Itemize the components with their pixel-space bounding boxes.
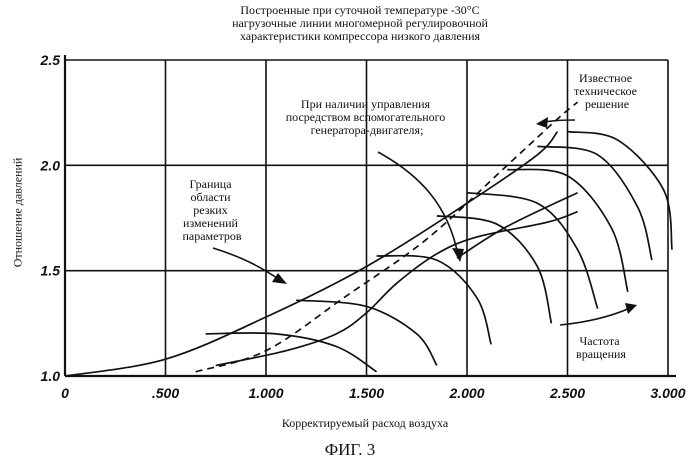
arrow-boundary-head [272, 273, 287, 284]
x-tick-label: 3.000 [650, 385, 685, 401]
annotation-line: техническое [574, 84, 637, 98]
annotation-aux-generator: При наличии управления посредством вспом… [286, 97, 449, 137]
arrow-known-solution-head [536, 117, 548, 128]
series-line-3 [206, 333, 377, 372]
annotation-line: параметров [182, 229, 241, 243]
annotation-line: вращения [576, 347, 626, 361]
x-tick-label: 0 [61, 385, 69, 401]
x-tick-label: 1.000 [248, 385, 283, 401]
series-line-7 [467, 193, 598, 309]
annotation-line: Частота [579, 334, 620, 348]
y-tick-label: 1.0 [41, 368, 61, 384]
annotation-line: Известное [579, 71, 632, 85]
series-line-1 [457, 193, 578, 258]
arrow-boundary [213, 248, 280, 280]
annotation-line: При наличии управления [301, 97, 431, 111]
annotation-line: посредством вспомогательного [286, 110, 446, 124]
series-line-5 [377, 256, 492, 345]
x-tick-label: 2.000 [448, 385, 484, 401]
annotation-line: изменений [183, 216, 239, 230]
arrow-rpm-head [625, 303, 637, 314]
figure-label: ФИГ. 3 [270, 440, 430, 460]
annotation-line: Граница [189, 177, 232, 191]
annotation-line: области [190, 190, 231, 204]
y-tick-label: 1.5 [41, 263, 61, 279]
annotation-rpm: Частота вращения [576, 334, 626, 361]
annotation-boundary: Граница области резких изменений парамет… [182, 177, 241, 243]
x-axis-label: Корректируемый расход воздуха [200, 416, 530, 431]
series-line-11 [216, 212, 578, 366]
arrow-rpm [560, 308, 630, 325]
annotation-known-solution: Известное техническое решение [574, 71, 640, 111]
series-line-6 [437, 216, 552, 323]
annotation-line: решение [585, 97, 629, 111]
annotation-line: резких [193, 203, 227, 217]
series-line-2 [196, 102, 578, 372]
y-tick-label: 2.5 [40, 52, 61, 68]
x-tick-label: .500 [152, 385, 179, 401]
x-tick-label: 1.500 [349, 385, 384, 401]
x-tick-label: 2.500 [549, 385, 585, 401]
annotation-line: генератора-двигателя; [311, 123, 424, 137]
y-tick-label: 2.0 [40, 157, 61, 173]
arrow-aux-generator [378, 152, 458, 255]
